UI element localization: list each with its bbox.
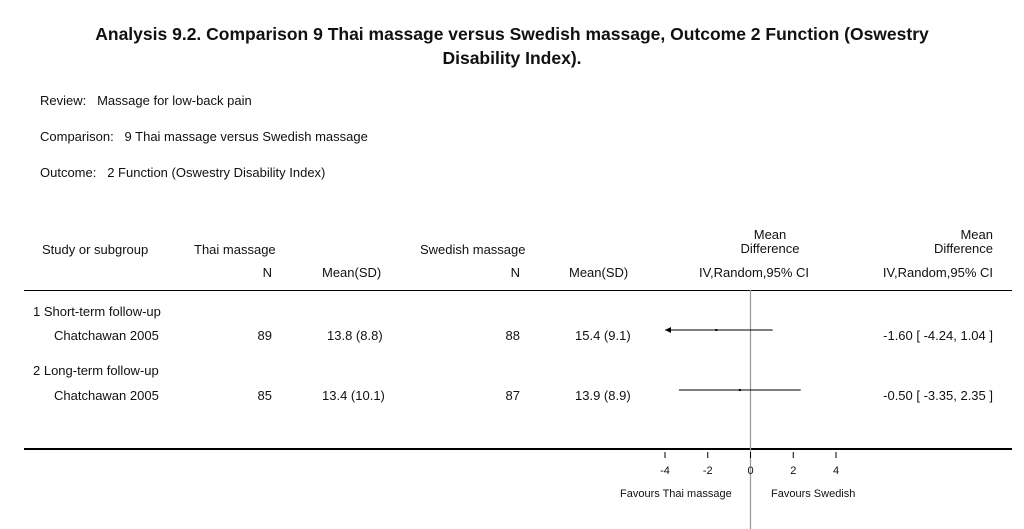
header-n1: N [262,265,272,280]
header-md-plot: Mean Difference [700,228,840,256]
comparison-value: 9 Thai massage versus Swedish massage [124,129,368,144]
subgroup-1-label: 1 Short-term follow-up [33,304,161,319]
x-tick-label-2: 0 [747,465,753,477]
subgroup-1-n1: 89 [257,328,272,343]
subgroup-2-meansd2: 13.9 (8.9) [575,388,631,403]
title-line-1: Analysis 9.2. Comparison 9 Thai massage … [95,24,929,44]
subgroup-1-meansd2: 15.4 (9.1) [575,328,631,343]
favours-right-label: Favours Swedish [771,488,856,500]
page-title: Analysis 9.2. Comparison 9 Thai massage … [0,22,1024,70]
header-md-line2: Difference [740,241,800,256]
subgroup-2-label: 2 Long-term follow-up [33,363,159,378]
review-label: Review: [40,93,87,108]
point-estimate-1 [715,329,718,331]
favours-left-label: Favours Thai massage [620,488,732,500]
outcome-value: 2 Function (Oswestry Disability Index) [107,165,326,180]
header-md-text: Mean Difference [850,228,993,256]
subgroup-1-study: Chatchawan 2005 [54,328,159,343]
header-meansd1: Mean(SD) [322,265,382,280]
point-estimate-2 [738,389,741,391]
comparison-line: Comparison: 9 Thai massage versus Swedis… [40,129,368,144]
table-bottom-rule [24,448,1012,450]
header-md-text-line2: Difference [933,241,993,256]
subgroup-2-meansd1: 13.4 (10.1) [322,388,385,403]
x-tick-label-0: -4 [660,465,670,477]
subgroup-1-n2: 88 [505,328,520,343]
header-group2: Swedish massage [420,242,526,257]
review-line: Review: Massage for low-back pain [40,93,252,108]
header-study: Study or subgroup [42,242,149,257]
x-tick-label-4: 4 [833,465,839,477]
ci-arrow-left-1 [665,327,671,333]
review-value: Massage for low-back pain [97,93,252,108]
subgroup-1-meansd1: 13.8 (8.8) [327,328,383,343]
header-divider [24,290,1012,291]
subgroup-2-n1: 85 [257,388,272,403]
header-md-line1: Mean [753,227,787,242]
header-md-text-line1: Mean [960,227,993,242]
title-line-2: Disability Index). [442,48,582,68]
x-tick-label-1: -2 [703,465,713,477]
outcome-label: Outcome: [40,165,97,180]
header-method-text: IV,Random,95% CI [882,265,993,280]
x-tick-label-3: 2 [790,465,796,477]
outcome-line: Outcome: 2 Function (Oswestry Disability… [40,165,325,180]
comparison-label: Comparison: [40,129,114,144]
subgroup-2-ci-text: -0.50 [ -3.35, 2.35 ] [883,388,993,403]
header-method-plot: IV,Random,95% CI [698,265,810,280]
subgroup-2-n2: 87 [505,388,520,403]
header-n2: N [510,265,520,280]
subgroup-2-study: Chatchawan 2005 [54,388,159,403]
subgroup-1-ci-text: -1.60 [ -4.24, 1.04 ] [883,328,993,343]
header-meansd2: Mean(SD) [569,265,629,280]
header-group1: Thai massage [194,242,276,257]
